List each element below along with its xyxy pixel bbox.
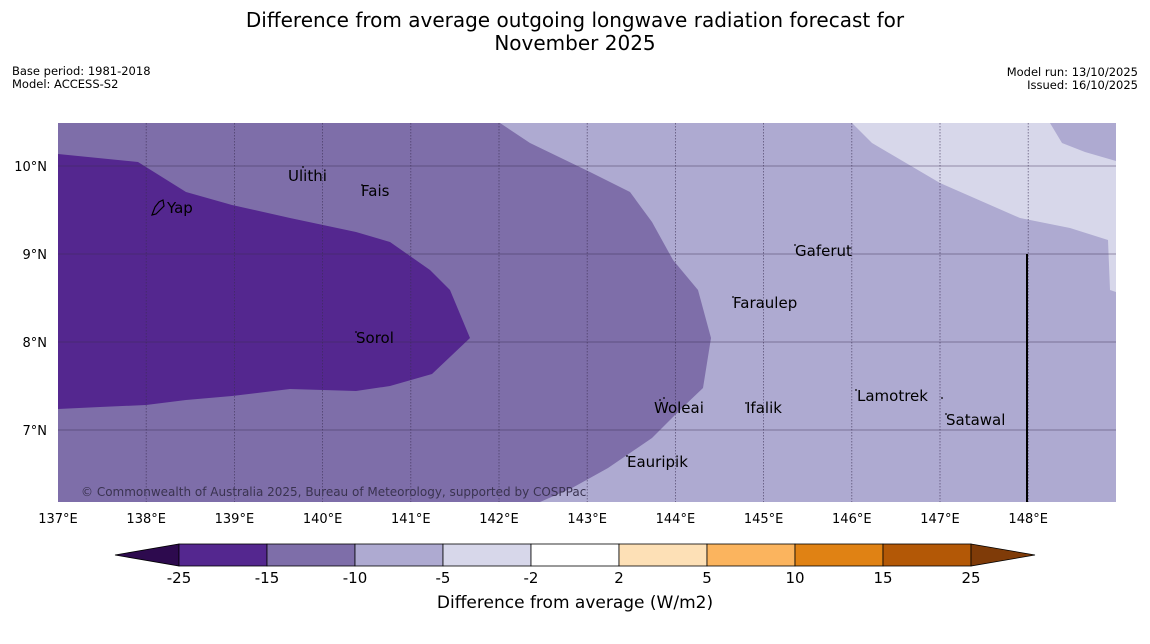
place-gaferut: Gaferut: [795, 242, 852, 260]
colorbar-tick-label: 5: [702, 569, 712, 587]
title-line-1: Difference from average outgoing longwav…: [245, 8, 905, 32]
lon-label: 140°E: [303, 512, 343, 527]
longitude-labels: 137°E 138°E 139°E 140°E 141°E 142°E 143°E 144°E…: [38, 512, 1048, 527]
colorbar-segment: [266, 543, 356, 567]
lat-label: 10°N: [14, 160, 47, 175]
colorbar-tick-label: 25: [961, 569, 981, 587]
copyright-notice: © Commonwealth of Australia 2025, Bureau…: [81, 485, 586, 499]
colorbar-segment: [442, 543, 532, 567]
place-fais: Fais: [361, 182, 390, 200]
base-period: Base period: 1981-2018: [12, 64, 151, 78]
title-line-2: November 2025: [494, 31, 656, 55]
island-yap: [151, 199, 165, 216]
colorbar-tick-label: -25: [166, 569, 192, 587]
lat-label: 9°N: [23, 248, 48, 263]
model-run: Model run: 13/10/2025: [1006, 65, 1138, 79]
island-dots: [302, 166, 947, 457]
colorbar-segment: [530, 543, 620, 567]
colorbar-segment: [706, 543, 796, 567]
colorbar-tick-label: 10: [785, 569, 805, 587]
chart-title: Difference from average outgoing longwav…: [0, 9, 1150, 55]
colorbar-segment: [882, 543, 972, 567]
colorbar-extend-low: [114, 543, 180, 567]
lat-label: 8°N: [23, 336, 48, 351]
lon-label: 145°E: [744, 512, 784, 527]
colorbar-title: Difference from average (W/m2): [436, 593, 714, 613]
colorbar: [114, 543, 1036, 567]
lon-label: 139°E: [215, 512, 255, 527]
lon-label: 137°E: [38, 512, 78, 527]
latitude-labels: 10°N 9°N 8°N 7°N: [14, 160, 47, 439]
colorbar-tick-label: 15: [873, 569, 893, 587]
lon-label: 146°E: [832, 512, 872, 527]
place-lamotrek: Lamotrek: [857, 387, 928, 405]
model-name: Model: ACCESS-S2: [12, 77, 119, 91]
place-eauripik: Eauripik: [627, 453, 688, 471]
meta-left: Base period: 1981-2018 Model: ACCESS-S2: [12, 65, 151, 91]
colorbar-segment: [178, 543, 268, 567]
lon-label: 147°E: [920, 512, 960, 527]
colorbar-segment: [618, 543, 708, 567]
shade-minus25: [58, 154, 470, 409]
lon-label: 144°E: [656, 512, 696, 527]
map-gridlines: [58, 123, 1116, 502]
meta-right: Model run: 13/10/2025 Issued: 16/10/2025: [1007, 66, 1138, 92]
lat-label: 7°N: [23, 424, 48, 439]
place-yap: Yap: [166, 199, 193, 217]
place-sorol: Sorol: [356, 329, 394, 347]
lon-label: 138°E: [126, 512, 166, 527]
shade-minus5: [852, 123, 1116, 292]
colorbar-extend-high: [970, 543, 1036, 567]
colorbar-tick-label: -5: [435, 569, 451, 587]
lon-label: 142°E: [479, 512, 519, 527]
lon-label: 141°E: [391, 512, 431, 527]
colorbar-tick-label: -10: [342, 569, 368, 587]
colorbar-tick-label: 2: [614, 569, 624, 587]
place-faraulep: Faraulep: [733, 294, 797, 312]
colorbar-segment: [354, 543, 444, 567]
place-woleai: Woleai: [654, 399, 704, 417]
place-satawal: Satawal: [946, 411, 1005, 429]
place-ulithi: Ulithi: [288, 167, 327, 185]
lon-label: 148°E: [1008, 512, 1048, 527]
colorbar-tick-label: -15: [254, 569, 280, 587]
lon-label: 143°E: [567, 512, 607, 527]
colorbar-segment: [794, 543, 884, 567]
colorbar-tick-label: -2: [523, 569, 539, 587]
place-ifalik: Ifalik: [746, 399, 782, 417]
issued-date: Issued: 16/10/2025: [1027, 78, 1138, 92]
